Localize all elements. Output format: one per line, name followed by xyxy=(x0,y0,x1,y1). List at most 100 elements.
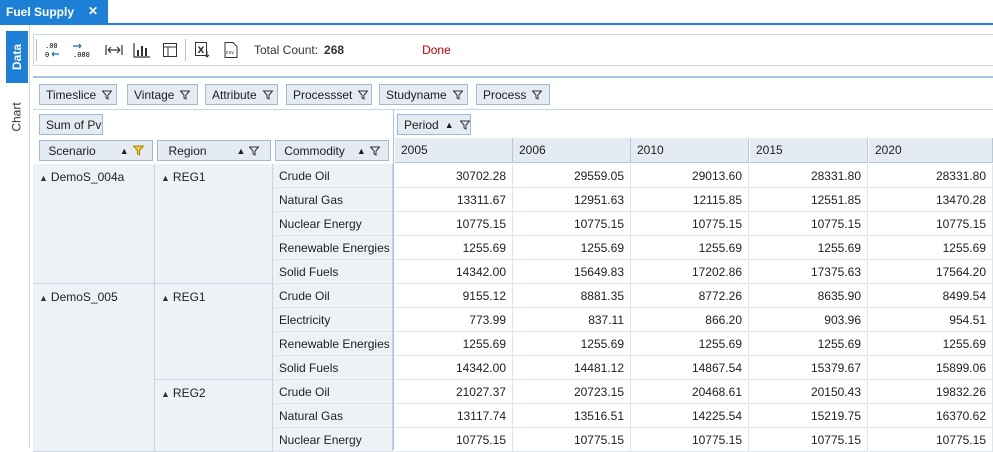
period-header[interactable]: 2020 xyxy=(869,138,993,163)
value-cell[interactable]: 954.51 xyxy=(869,308,993,332)
value-cell[interactable]: 15219.75 xyxy=(750,404,868,428)
fit-columns-icon[interactable] xyxy=(103,39,125,61)
value-cell[interactable]: 19832.26 xyxy=(869,380,993,404)
value-cell[interactable]: 15379.67 xyxy=(750,356,868,380)
value-cell[interactable]: 10775.15 xyxy=(631,212,749,236)
value-cell[interactable]: 14342.00 xyxy=(395,260,513,284)
value-cell[interactable]: 13311.67 xyxy=(395,188,513,212)
chart-icon[interactable] xyxy=(131,39,153,61)
row-field-scenario[interactable]: Scenario ▲ xyxy=(39,140,153,161)
value-cell[interactable]: 20468.61 xyxy=(631,380,749,404)
collapse-icon[interactable]: ▲ xyxy=(161,173,170,183)
value-cell[interactable]: 15649.83 xyxy=(513,260,631,284)
export-csv-icon[interactable]: csv xyxy=(220,39,242,61)
period-header[interactable]: 2006 xyxy=(513,138,631,163)
row-field-commodity[interactable]: Commodity ▲ xyxy=(275,140,389,161)
value-cell[interactable]: 29013.60 xyxy=(631,164,749,188)
value-cell[interactable]: 1255.69 xyxy=(631,332,749,356)
value-cell[interactable]: 1255.69 xyxy=(395,236,513,260)
value-cell[interactable]: 16370.62 xyxy=(869,404,993,428)
filter-active-icon[interactable] xyxy=(132,145,144,156)
tab-fuel-supply[interactable]: Fuel Supply ✕ xyxy=(0,0,108,23)
filter-field-vintage[interactable]: Vintage xyxy=(127,84,198,105)
filter-icon[interactable] xyxy=(262,90,273,100)
value-cell[interactable]: 773.99 xyxy=(395,308,513,332)
commodity-cell[interactable]: Renewable Energies xyxy=(273,332,393,356)
value-cell[interactable]: 10775.15 xyxy=(395,212,513,236)
value-cell[interactable]: 10775.15 xyxy=(869,428,993,452)
value-cell[interactable]: 837.11 xyxy=(513,308,631,332)
value-cell[interactable]: 12951.63 xyxy=(513,188,631,212)
value-cell[interactable]: 28331.80 xyxy=(869,164,993,188)
commodity-cell[interactable]: Renewable Energies xyxy=(273,236,393,260)
filter-field-timeslice[interactable]: Timeslice xyxy=(39,84,117,105)
commodity-cell[interactable]: Crude Oil xyxy=(273,164,393,188)
collapse-icon[interactable]: ▲ xyxy=(39,173,48,183)
value-cell[interactable]: 1255.69 xyxy=(631,236,749,260)
value-cell[interactable]: 14867.54 xyxy=(631,356,749,380)
value-cell[interactable]: 9155.12 xyxy=(395,284,513,308)
value-cell[interactable]: 17375.63 xyxy=(750,260,868,284)
period-header[interactable]: 2015 xyxy=(750,138,868,163)
filter-field-attribute[interactable]: Attribute xyxy=(205,84,278,105)
sort-ascending-icon[interactable]: ▲ xyxy=(444,119,454,130)
value-cell[interactable]: 903.96 xyxy=(750,308,868,332)
value-cell[interactable]: 8635.90 xyxy=(750,284,868,308)
value-cell[interactable]: 13117.74 xyxy=(395,404,513,428)
filter-icon[interactable] xyxy=(369,146,380,156)
data-field-sum-of-pv[interactable]: Sum of Pv xyxy=(39,114,103,135)
commodity-cell[interactable]: Natural Gas xyxy=(273,404,393,428)
period-header[interactable]: 2005 xyxy=(395,138,513,163)
value-cell[interactable]: 20723.15 xyxy=(513,380,631,404)
value-cell[interactable]: 10775.15 xyxy=(750,428,868,452)
filter-field-processset[interactable]: Processset xyxy=(286,84,372,105)
value-cell[interactable]: 10775.15 xyxy=(395,428,513,452)
value-cell[interactable]: 1255.69 xyxy=(869,332,993,356)
value-cell[interactable]: 30702.28 xyxy=(395,164,513,188)
value-cell[interactable]: 21027.37 xyxy=(395,380,513,404)
layout-icon[interactable] xyxy=(159,39,181,61)
value-cell[interactable]: 15899.06 xyxy=(869,356,993,380)
value-cell[interactable]: 1255.69 xyxy=(513,236,631,260)
filter-icon[interactable] xyxy=(358,90,369,100)
value-cell[interactable]: 10775.15 xyxy=(631,428,749,452)
tab-chart[interactable]: Chart xyxy=(6,95,28,139)
value-cell[interactable]: 14342.00 xyxy=(395,356,513,380)
filter-icon[interactable] xyxy=(180,90,191,100)
filter-icon[interactable] xyxy=(532,90,543,100)
value-cell[interactable]: 14481.12 xyxy=(513,356,631,380)
value-cell[interactable]: 17564.20 xyxy=(869,260,993,284)
value-cell[interactable]: 10775.15 xyxy=(513,212,631,236)
collapse-icon[interactable]: ▲ xyxy=(161,389,170,399)
decimal-decrease-icon[interactable]: .00 0 xyxy=(43,39,65,61)
commodity-cell[interactable]: Natural Gas xyxy=(273,188,393,212)
sort-ascending-icon[interactable]: ▲ xyxy=(356,145,366,156)
value-cell[interactable]: 1255.69 xyxy=(395,332,513,356)
region-group[interactable]: ▲ REG1 xyxy=(155,164,273,284)
commodity-cell[interactable]: Crude Oil xyxy=(273,380,393,404)
commodity-cell[interactable]: Crude Oil xyxy=(273,284,393,308)
commodity-cell[interactable]: Solid Fuels xyxy=(273,356,393,380)
value-cell[interactable]: 28331.80 xyxy=(750,164,868,188)
collapse-icon[interactable]: ▲ xyxy=(39,293,48,303)
period-header[interactable]: 2010 xyxy=(631,138,749,163)
value-cell[interactable]: 12115.85 xyxy=(631,188,749,212)
sort-ascending-icon[interactable]: ▲ xyxy=(119,145,129,156)
value-cell[interactable]: 1255.69 xyxy=(750,332,868,356)
filter-icon[interactable] xyxy=(102,90,113,100)
value-cell[interactable]: 1255.69 xyxy=(869,236,993,260)
tab-data[interactable]: Data xyxy=(6,31,28,83)
value-cell[interactable]: 29559.05 xyxy=(513,164,631,188)
value-cell[interactable]: 1255.69 xyxy=(750,236,868,260)
value-cell[interactable]: 8499.54 xyxy=(869,284,993,308)
value-cell[interactable]: 10775.15 xyxy=(513,428,631,452)
close-icon[interactable]: ✕ xyxy=(87,4,98,18)
value-cell[interactable]: 20150.43 xyxy=(750,380,868,404)
column-field-period[interactable]: Period ▲ xyxy=(397,114,471,135)
export-excel-icon[interactable]: X xyxy=(192,39,214,61)
filter-field-studyname[interactable]: Studyname xyxy=(379,84,468,105)
collapse-icon[interactable]: ▲ xyxy=(161,293,170,303)
value-cell[interactable]: 13516.51 xyxy=(513,404,631,428)
scenario-group[interactable]: ▲ DemoS_005 xyxy=(33,284,155,452)
scenario-group[interactable]: ▲ DemoS_004a xyxy=(33,164,155,284)
